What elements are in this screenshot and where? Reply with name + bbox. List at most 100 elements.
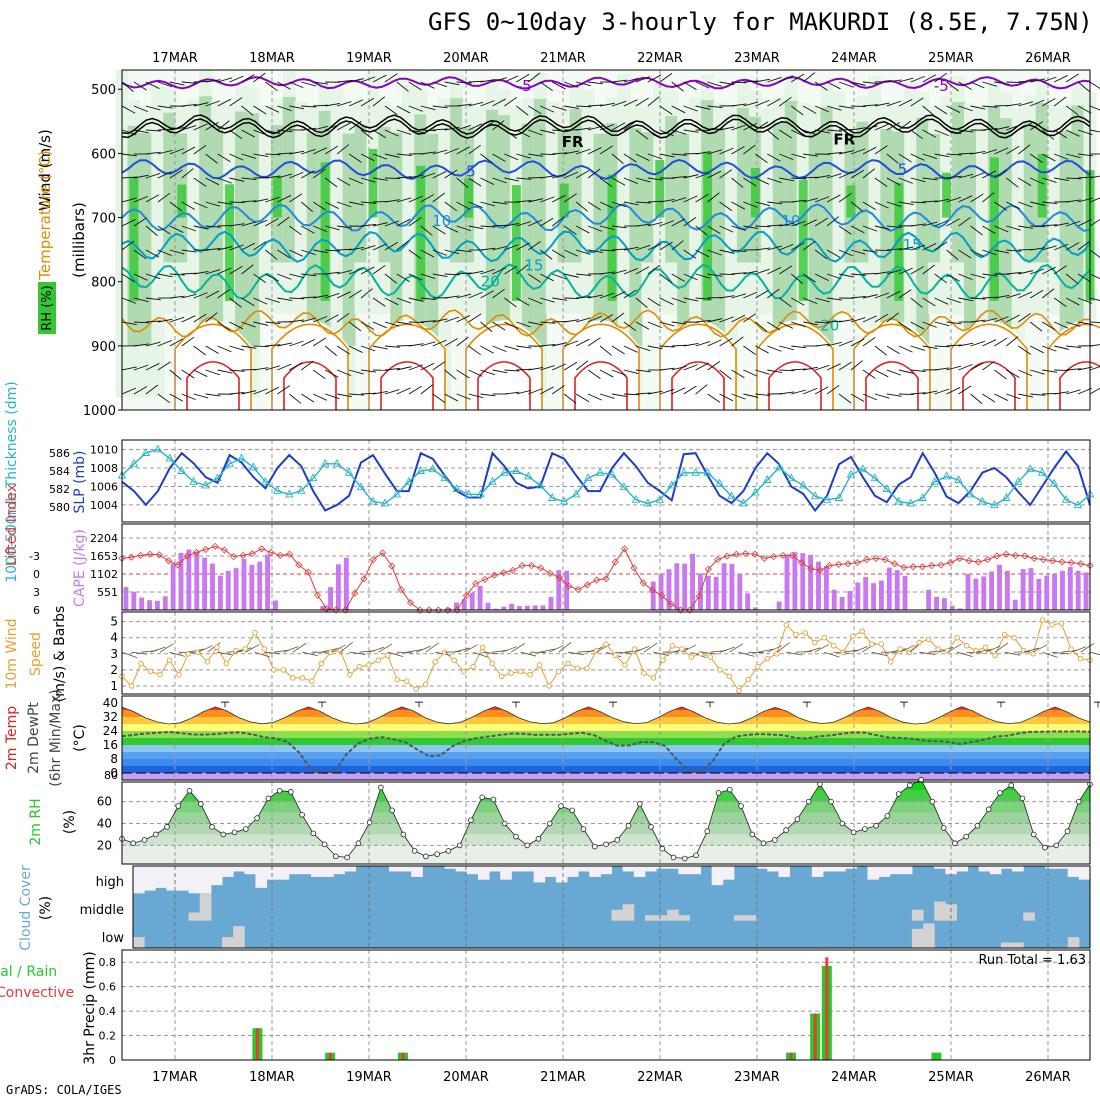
surface-wind-barb [900,644,915,653]
wind-barb [838,105,854,109]
rh-shading-mid [677,133,691,346]
wind-barb [898,120,912,131]
wind-barb [253,105,267,115]
wind-barb [862,168,876,179]
high-cloud-gap [544,866,557,877]
rh-shading-moist [942,172,952,218]
high-cloud-gap [889,866,902,875]
wind-speed-point [1039,617,1046,623]
wind-barb [659,198,675,203]
wind-speed-point [963,643,970,649]
surface-wind-barb [615,651,632,654]
thickness-point [1037,467,1047,476]
lifted-index-point [211,542,219,550]
precip-axis-label: 3hr Precip (mm) [82,951,98,1064]
wind-barb [1065,321,1081,327]
wind-barb [540,196,555,203]
wind-barb [683,297,699,302]
wind-barb [336,291,351,299]
wind-barb [910,177,926,183]
wind-speed-point [593,647,600,654]
cape-tick-label: 2204 [90,532,118,545]
wind-barb [253,297,268,305]
rh-point [1042,844,1048,851]
wind-barb [659,220,674,227]
lifted-index-point [304,568,312,576]
wind-speed-point [375,657,381,663]
wind-barb [623,246,639,251]
lifted-index-point [602,575,610,583]
wind-barb [396,129,412,135]
wind-speed-point [451,657,457,663]
thickness-point [954,475,963,483]
rh-shading-moist [894,182,904,301]
wind-barb [396,176,412,179]
cape-bar [973,578,979,610]
wind-barb [133,273,148,281]
wind-barb [420,341,436,347]
rh-point [805,798,812,805]
thickness-point [1073,500,1083,509]
wind-barb [253,241,267,251]
rh-point [344,854,350,861]
high-cloud-gap [978,866,991,872]
wind-barb [683,249,697,259]
wind-barb [217,345,232,353]
rh-unit-label: (%) [62,810,78,834]
wind-barb [719,393,734,402]
temperature-band [122,717,1090,724]
wind-speed-point [1058,620,1065,627]
wind-barb [289,319,305,323]
thickness-point [691,467,700,476]
lifted-index-point [965,557,973,565]
wind-speed-point [574,665,581,672]
wind-barb [671,175,687,179]
pressure-axis-label: (millibars) [70,202,88,278]
cape-bar [941,598,947,610]
wind-barb [408,195,423,203]
wind-barb [396,218,411,227]
wind-barb [324,124,340,131]
wind-barb [611,153,624,164]
wind-barb [623,321,637,332]
lifted-index-point [425,606,433,614]
surface-wind-barb [1023,647,1040,653]
wind-barb [289,340,304,347]
wind-barb [372,345,388,350]
wind-barb [277,385,291,395]
wind-barb [659,105,673,115]
surface-wind-barb [397,651,414,654]
thickness-point [631,494,641,503]
lifted-index-point [230,553,238,561]
wind-barb [480,225,496,228]
lifted-index-point [500,569,508,577]
wind-barb [731,293,747,299]
wind-speed-point [546,683,552,689]
middle-cloud-cell [678,915,690,921]
rh-shading-mid [450,98,464,263]
wind-barb [815,343,831,347]
wind-barb [707,105,723,109]
wind-barb [1054,345,1069,350]
cape-bar [257,561,263,610]
wind-barb [516,129,530,138]
lifted-index-point [444,606,452,614]
wind-speed-point [176,671,182,678]
rh-point [468,817,474,824]
wind-barb [516,264,529,275]
high-cloud-gap [878,866,891,877]
lifted-index-point [686,606,694,614]
lifted-index-point [332,606,340,614]
wind-barb [755,393,771,397]
thickness-point [225,458,234,467]
isotherm-label: -5 [517,77,532,95]
wind-barb [575,338,590,347]
wind-barb [432,273,448,278]
wind-barb [157,393,171,404]
surface-wind-barb [283,646,299,653]
cape-bar [800,553,806,610]
date-label-bottom: 23MAR [734,1070,780,1085]
low-cloud-cell [923,923,935,948]
wind-barb [576,127,592,131]
wind-barb [193,313,207,323]
